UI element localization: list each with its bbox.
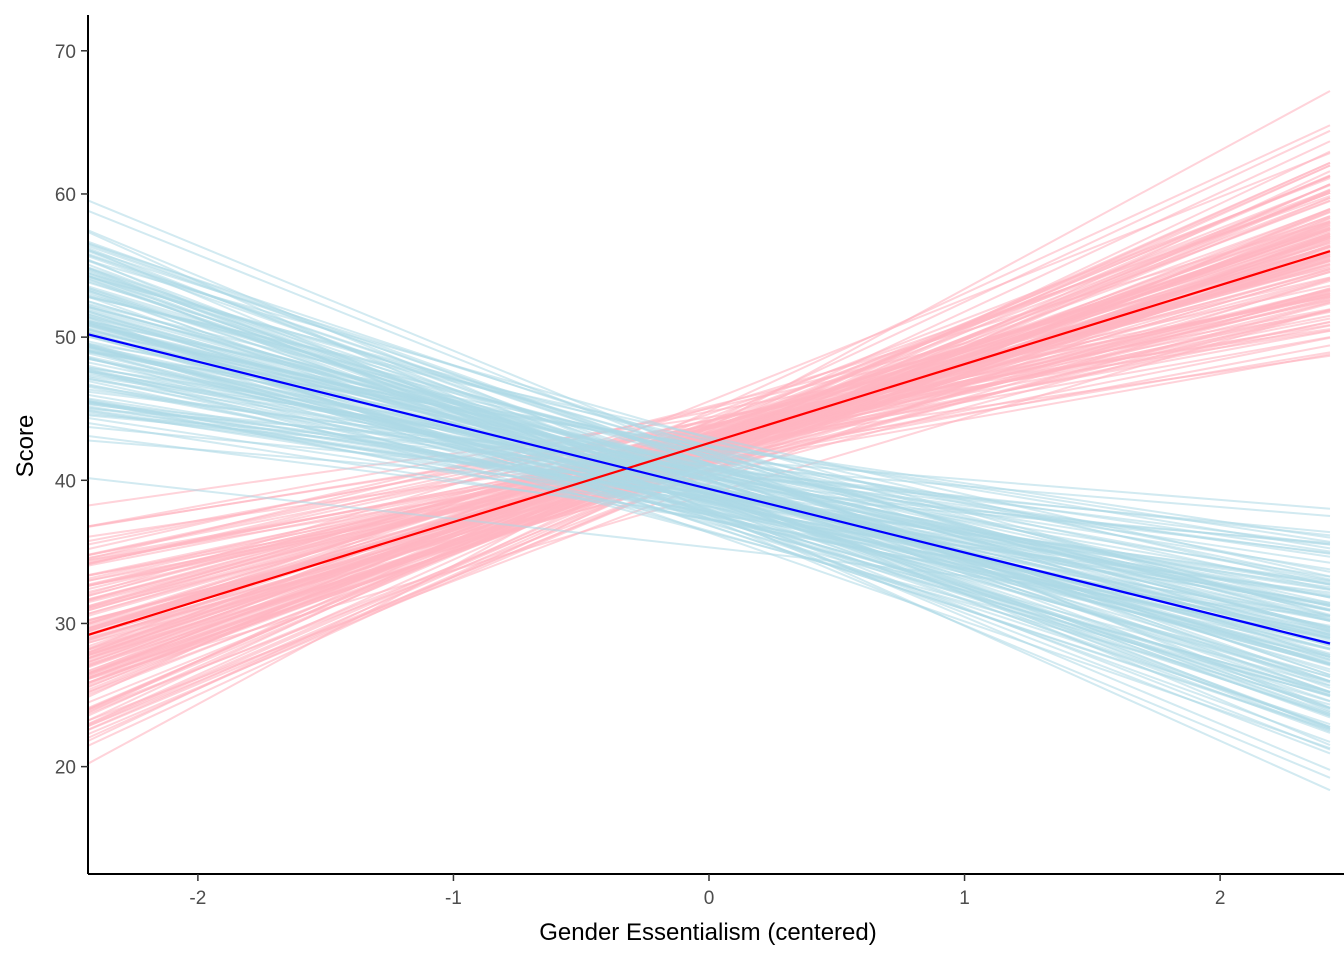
blue-sample-line [87, 319, 1331, 732]
blue-sample-line [87, 377, 1331, 578]
pink-sample-line [87, 220, 1331, 595]
blue-sample-line [87, 373, 1331, 558]
blue-sample-line [87, 242, 1331, 659]
mean-lines [87, 250, 1331, 645]
x-tick-label: -1 [445, 888, 462, 909]
pink-sample-line [87, 227, 1331, 630]
x-axis-ticks: -2 -1 0 1 2 [189, 874, 1225, 909]
y-tick-label: 60 [55, 185, 76, 206]
y-tick-label: 70 [55, 42, 76, 63]
blue-sample-line [87, 272, 1331, 633]
x-tick-label: -2 [189, 888, 206, 909]
pink-sample-line [87, 336, 1331, 587]
blue-sample-line [87, 385, 1331, 622]
red-mean-line [87, 250, 1331, 636]
y-axis-ticks: 20 30 40 50 60 70 [55, 42, 88, 779]
blue-sample-line [87, 258, 1331, 779]
blue-sample-line [87, 384, 1331, 591]
pink-sample-line [87, 189, 1331, 654]
blue-sample-line [87, 209, 1331, 709]
pink-sample-line [87, 239, 1331, 657]
y-tick-label: 40 [55, 471, 76, 492]
blue-sample-line [87, 411, 1331, 583]
x-tick-label: 0 [704, 888, 715, 909]
blue-mean-line [87, 333, 1331, 645]
blue-sample-line [87, 477, 1331, 618]
blue-sample-line [87, 390, 1331, 546]
x-tick-label: 2 [1215, 888, 1226, 909]
blue-sample-line [87, 356, 1331, 706]
y-tick-label: 20 [55, 758, 76, 779]
blue-sample-line [87, 343, 1331, 687]
pink-sample-line [87, 284, 1331, 556]
blue-sample-line [87, 342, 1331, 678]
blue-sample-line [87, 323, 1331, 650]
axes [87, 15, 1344, 875]
blue-sample-line [87, 350, 1331, 543]
y-axis-title: Score [12, 415, 39, 478]
blue-sample-lines [87, 199, 1331, 792]
x-tick-label: 1 [959, 888, 970, 909]
pink-sample-line [87, 295, 1331, 528]
blue-sample-line [87, 295, 1331, 586]
pink-sample-line [87, 191, 1331, 668]
blue-sample-line [87, 305, 1331, 657]
blue-sample-line [87, 285, 1331, 666]
y-tick-label: 30 [55, 614, 76, 635]
x-axis-title: Gender Essentialism (centered) [539, 919, 876, 946]
y-tick-label: 50 [55, 328, 76, 349]
blue-sample-line [87, 288, 1331, 702]
pink-sample-line [87, 195, 1331, 633]
blue-sample-line [87, 277, 1331, 734]
pink-sample-line [87, 253, 1331, 560]
